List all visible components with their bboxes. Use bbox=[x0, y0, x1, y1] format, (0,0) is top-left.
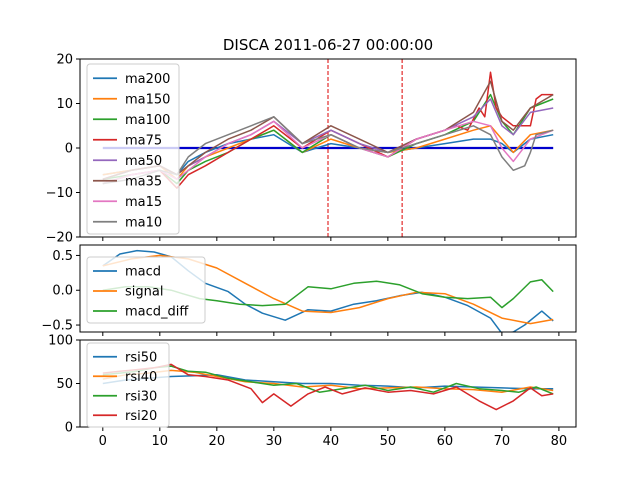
legend-label-rsi50: rsi50 bbox=[125, 350, 157, 365]
y-tick-label: 20 bbox=[56, 53, 73, 68]
y-tick-label: 10 bbox=[56, 97, 73, 112]
legend-label-signal: signal bbox=[125, 285, 163, 300]
legend-label-ma100: ma100 bbox=[125, 113, 170, 128]
y-tick-label: −0.5 bbox=[41, 319, 73, 334]
series-line-ma35 bbox=[102, 80, 554, 180]
legend: rsi50 rsi40 rsi30 rsi20 bbox=[86, 342, 170, 428]
legend-label-rsi40: rsi40 bbox=[125, 370, 157, 385]
series-line-ma10 bbox=[102, 116, 554, 185]
series-line-rsi20 bbox=[102, 363, 554, 411]
x-tick-label: 60 bbox=[437, 434, 454, 449]
x-tick-label: 10 bbox=[152, 434, 169, 449]
y-tick-label: 100 bbox=[48, 334, 73, 349]
legend-label-macd_diff: macd_diff bbox=[125, 305, 189, 320]
x-tick-label: 50 bbox=[380, 434, 397, 449]
legend-box bbox=[86, 63, 180, 235]
axes-frame bbox=[79, 244, 577, 333]
y-tick-label: 0.0 bbox=[52, 284, 73, 299]
price-ma-panel: −20−1001020ma200ma150ma100ma75ma50ma35ma… bbox=[46, 53, 577, 246]
x-tick-label: 30 bbox=[266, 434, 283, 449]
legend-label-ma200: ma200 bbox=[125, 72, 170, 87]
legend-label-ma150: ma150 bbox=[125, 92, 170, 107]
legend-label-rsi20: rsi20 bbox=[125, 409, 157, 424]
x-tick-label: 20 bbox=[209, 434, 226, 449]
y-tick-label: −10 bbox=[46, 186, 73, 201]
legend-label-ma75: ma75 bbox=[125, 133, 162, 148]
y-tick-label: 0.5 bbox=[52, 249, 73, 264]
y-tick-label: 0 bbox=[65, 421, 73, 436]
legend-label-ma50: ma50 bbox=[125, 154, 162, 169]
legend-box bbox=[86, 342, 170, 428]
legend-label-macd: macd bbox=[125, 265, 161, 280]
x-tick-label: 0 bbox=[99, 434, 107, 449]
y-tick-label: 0 bbox=[65, 142, 73, 157]
series-line-ma150 bbox=[102, 125, 554, 180]
y-tick-label: 50 bbox=[56, 377, 73, 392]
y-tick-label: −20 bbox=[46, 231, 73, 246]
legend-box bbox=[86, 256, 206, 324]
x-tick-label: 40 bbox=[323, 434, 340, 449]
legend-label-ma10: ma10 bbox=[125, 215, 162, 230]
legend: macd signal macd_diff bbox=[86, 256, 206, 324]
legend-label-ma15: ma15 bbox=[125, 195, 162, 210]
legend-label-rsi30: rsi30 bbox=[125, 389, 157, 404]
x-tick-label: 80 bbox=[551, 434, 568, 449]
chart-title: DISCA 2011-06-27 00:00:00 bbox=[223, 36, 433, 54]
legend-label-ma35: ma35 bbox=[125, 174, 162, 189]
x-tick-label: 70 bbox=[494, 434, 511, 449]
legend: ma200 ma150 ma100 ma75 ma50 ma35 ma15 ma10 bbox=[86, 63, 180, 235]
macd-panel: −0.5 0.0 0.5 macd signal macd_diff bbox=[41, 244, 577, 336]
